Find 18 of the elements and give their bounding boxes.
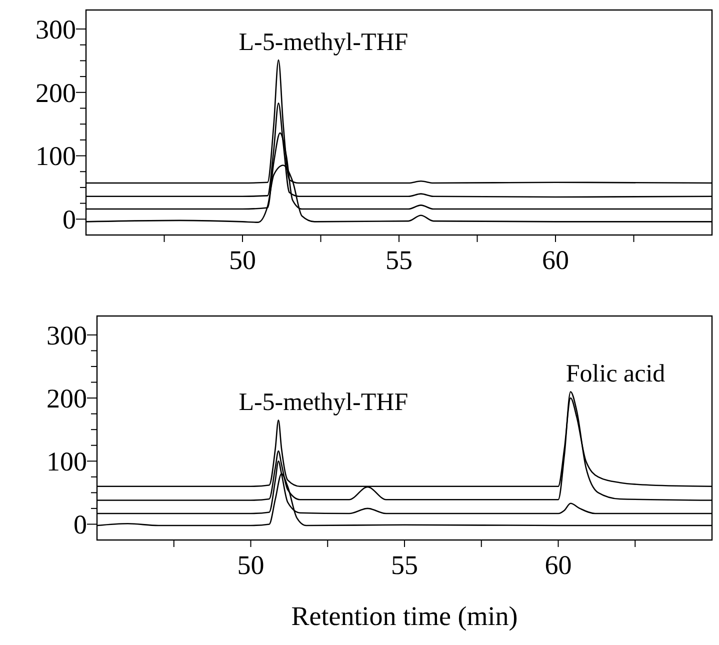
x-tick-label: 50 bbox=[229, 245, 256, 275]
y-tick-label: 0 bbox=[74, 510, 87, 540]
x-axis-title: Retention time (min) bbox=[291, 601, 518, 631]
x-tick-label: 55 bbox=[386, 245, 412, 275]
annotation: Folic acid bbox=[566, 360, 666, 388]
y-tick-label: 300 bbox=[36, 14, 76, 44]
x-tick-label: 55 bbox=[391, 550, 418, 580]
annotation: L-5-methyl-THF bbox=[238, 29, 408, 56]
annotation: L-5-methyl-THF bbox=[238, 389, 408, 416]
y-tick-label: 100 bbox=[36, 141, 76, 172]
y-tick-label: 100 bbox=[46, 446, 87, 477]
x-tick-label: 50 bbox=[237, 550, 264, 580]
x-tick-label: 60 bbox=[542, 245, 569, 275]
y-tick-label: 0 bbox=[62, 204, 76, 235]
y-tick-label: 300 bbox=[46, 320, 87, 350]
x-tick-label: 60 bbox=[544, 550, 572, 580]
y-tick-label: 200 bbox=[46, 383, 87, 414]
y-tick-label: 200 bbox=[36, 78, 76, 108]
